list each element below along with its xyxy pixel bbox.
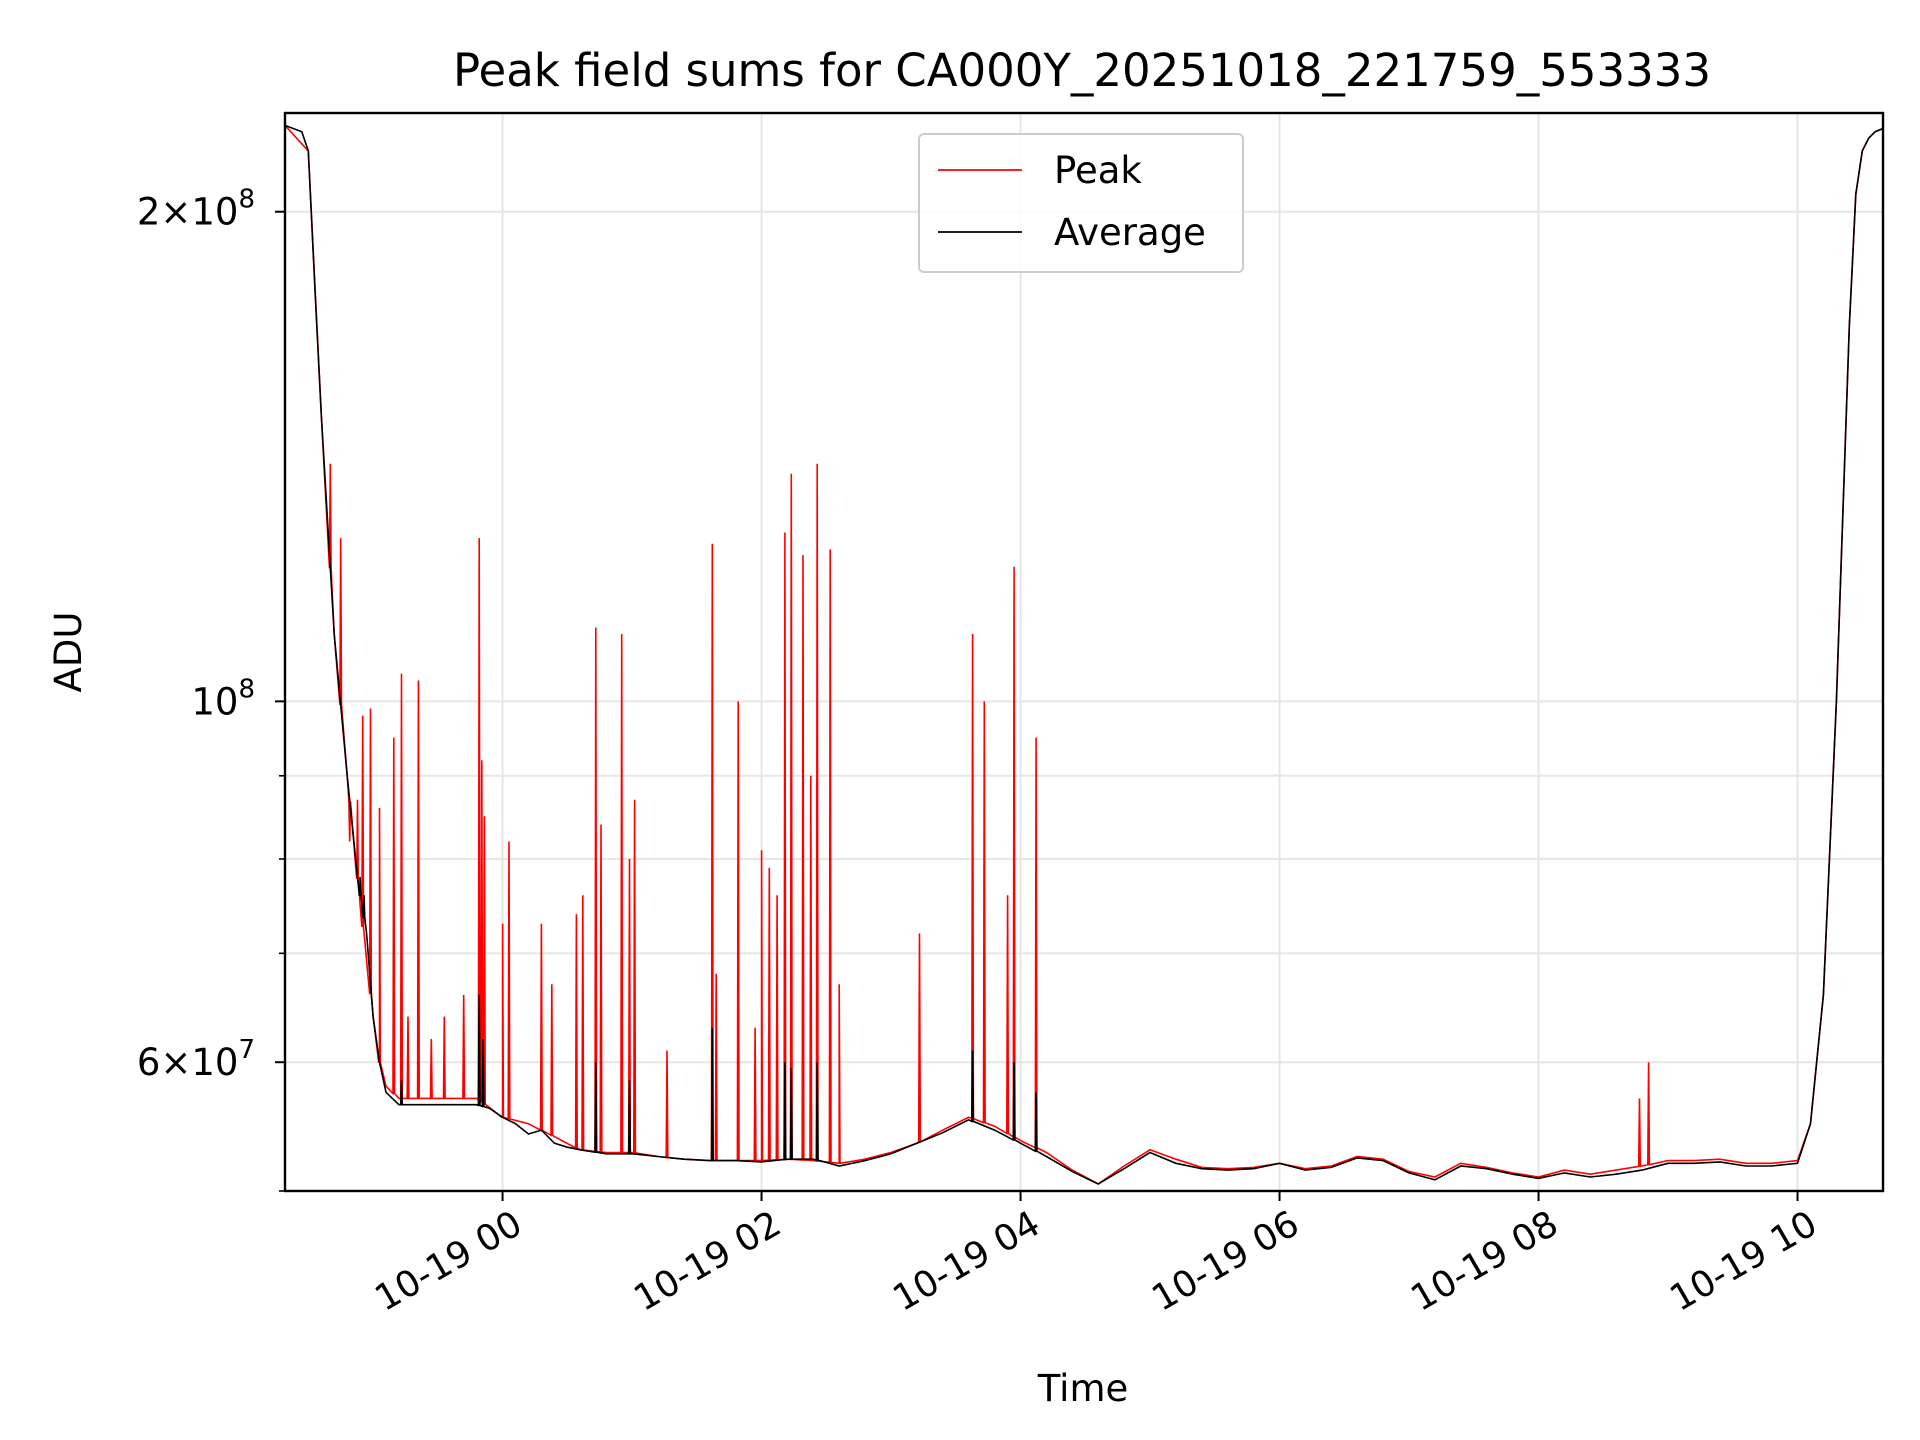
chart-title: Peak field sums for CA000Y_20251018_2217…	[453, 44, 1711, 97]
grid	[285, 113, 1883, 1192]
x-tick-label: 10-19 06	[1145, 1203, 1306, 1319]
x-axis: 10-19 00 10-19 02 10-19 04 10-19 06 10-19 08…	[368, 1191, 1824, 1320]
x-tick-label: 10-19 08	[1404, 1203, 1565, 1319]
legend-peak-label: Peak	[1054, 149, 1142, 192]
y-tick-label: 108	[191, 674, 255, 723]
series-layer	[284, 124, 1884, 1185]
x-axis-label: Time	[1037, 1367, 1129, 1410]
x-tick-label: 10-19 10	[1663, 1203, 1824, 1319]
plot-frame	[283, 111, 1885, 1193]
y-axis: 6×107 108 2×108	[137, 185, 285, 1192]
x-tick-label: 10-19 02	[627, 1203, 788, 1319]
x-tick-label: 10-19 00	[368, 1203, 529, 1319]
series-peak-line	[284, 124, 1884, 1185]
y-axis-label: ADU	[47, 612, 90, 693]
y-tick-label: 6×107	[137, 1035, 255, 1084]
x-tick-label: 10-19 04	[886, 1203, 1047, 1319]
legend: Peak Average	[918, 133, 1244, 273]
legend-average-label: Average	[1054, 211, 1206, 254]
y-tick-label: 2×108	[137, 185, 255, 234]
series-average-line	[284, 124, 1884, 1185]
legend-box	[918, 133, 1244, 273]
